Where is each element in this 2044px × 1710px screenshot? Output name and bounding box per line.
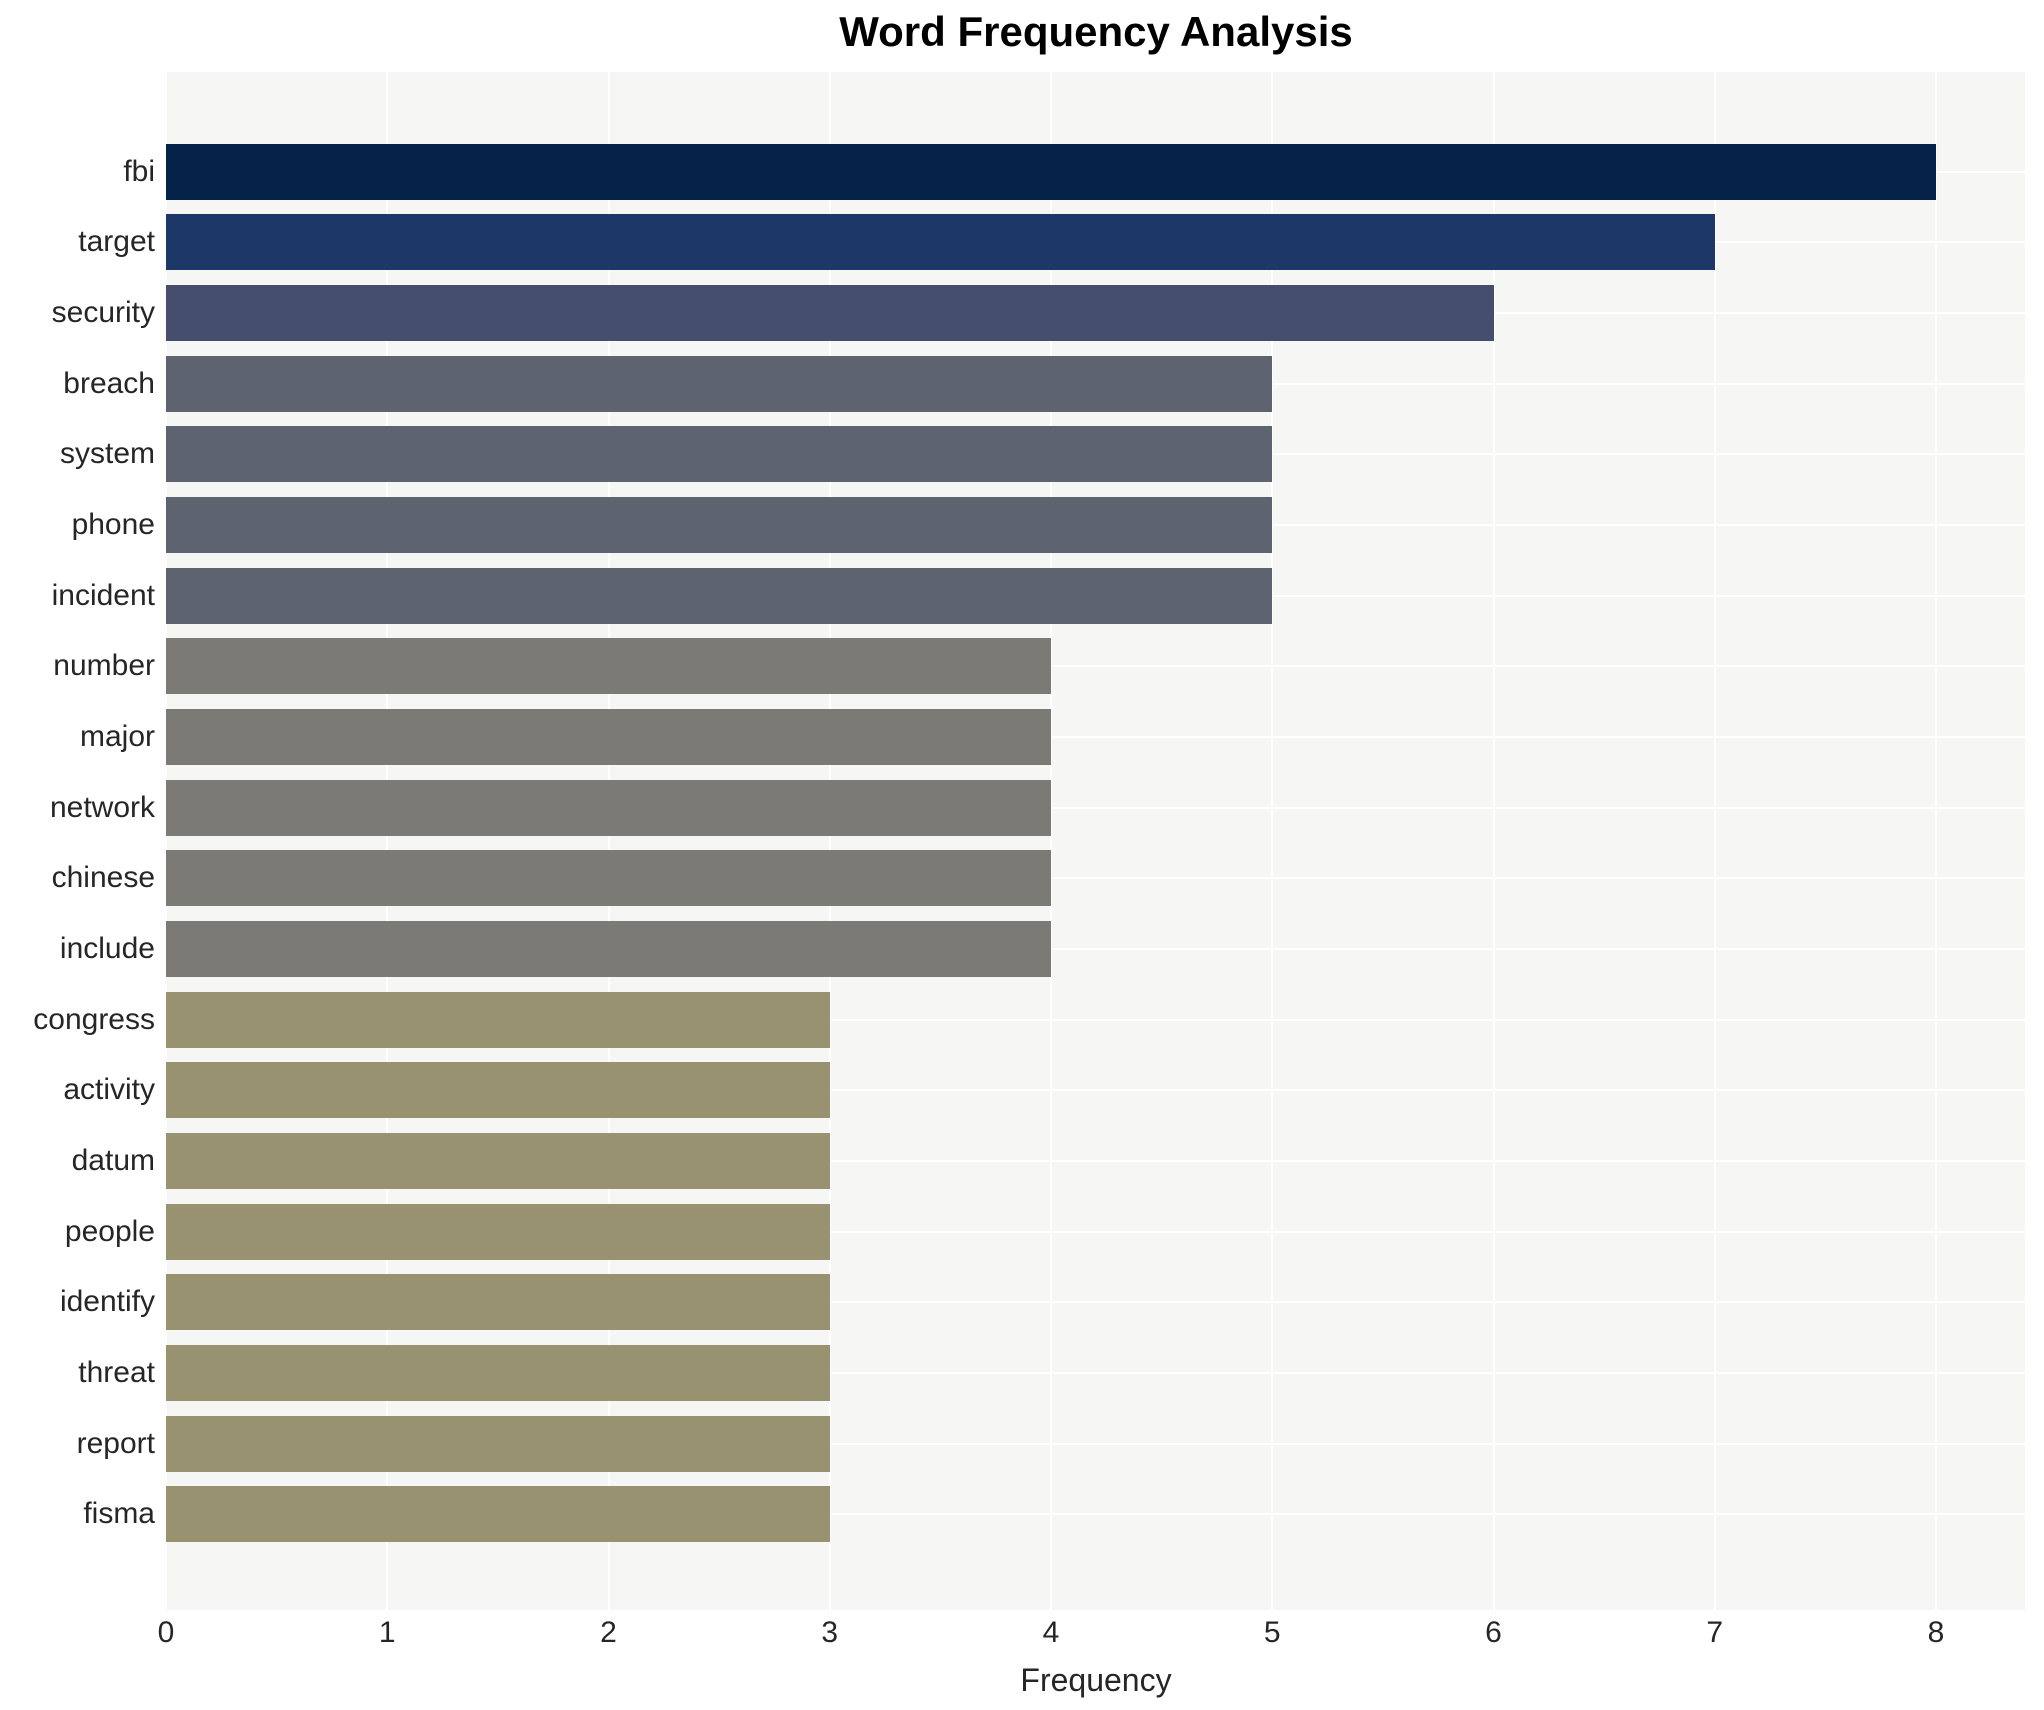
bar-major [166,708,1051,765]
y-tick-label-major: major [79,719,155,753]
x-gridline [386,72,389,1610]
bar-identify [166,1274,830,1331]
y-gridline [166,1160,2025,1163]
bar-datum [166,1133,830,1190]
y-gridline [166,1089,2025,1092]
bar-target [166,214,1715,271]
bar-report [166,1415,830,1472]
bar-system [166,426,1273,483]
x-gridline [828,72,831,1610]
y-tick-label-target: target [78,225,155,259]
y-gridline [166,1230,2025,1233]
x-tick-label-3: 3 [821,1616,839,1649]
y-gridline [166,1372,2025,1375]
bar-phone [166,496,1273,553]
x-gridline [1492,72,1495,1610]
x-gridline [607,72,610,1610]
bar-network [166,779,1051,836]
y-tick-label-datum: datum [71,1144,155,1178]
y-tick-label-chinese: chinese [51,861,155,895]
x-gridline [1050,72,1052,1610]
y-gridline [166,806,2025,809]
bar-activity [166,1062,830,1119]
bar-breach [166,355,1273,412]
y-tick-label-identify: identify [59,1285,155,1319]
y-tick-label-number: number [53,649,155,683]
x-tick-label-7: 7 [1706,1616,1724,1649]
x-tick-label-8: 8 [1927,1616,1945,1649]
bar-chinese [166,850,1051,907]
chart-title: Word Frequency Analysis [839,8,1353,55]
bar-fisma [166,1486,830,1543]
y-tick-label-network: network [49,790,155,824]
y-gridline [166,877,2025,880]
x-tick-label-4: 4 [1042,1616,1060,1649]
y-gridline [166,1513,2025,1516]
x-gridline [1271,72,1274,1610]
bar-incident [166,567,1273,624]
x-tick-label-2: 2 [600,1616,617,1649]
bar-fbi [166,143,1936,200]
x-gridline [166,72,167,1610]
y-tick-label-security: security [51,295,155,329]
y-gridline [166,1301,2025,1304]
y-tick-label-people: people [64,1214,155,1248]
x-axis-title: Frequency [1020,1662,1172,1698]
x-gridline [1935,72,1937,1610]
bar-congress [166,991,830,1048]
x-tick-label-6: 6 [1485,1616,1502,1649]
y-tick-label-include: include [59,931,155,965]
x-gridline [1713,72,1716,1610]
x-tick-label-5: 5 [1263,1616,1281,1649]
y-tick-label-phone: phone [71,507,155,541]
bar-number [166,638,1051,695]
bar-security [166,284,1494,341]
x-tick-label-1: 1 [378,1616,396,1649]
y-gridline [166,1018,2025,1021]
y-gridline [166,665,2025,668]
y-tick-label-fisma: fisma [83,1497,155,1531]
y-tick-label-threat: threat [78,1356,155,1390]
y-tick-label-congress: congress [33,1002,155,1036]
x-tick-label-0: 0 [157,1616,175,1649]
bar-include [166,920,1051,977]
y-tick-label-breach: breach [63,366,155,400]
y-gridline [166,735,2025,738]
bar-people [166,1203,830,1260]
y-tick-label-fbi: fbi [123,154,155,188]
y-gridline [166,947,2025,950]
y-tick-label-report: report [76,1426,155,1460]
y-tick-label-incident: incident [51,578,155,612]
plot-area [166,72,2025,1610]
y-tick-label-activity: activity [63,1073,155,1107]
y-gridline [166,1442,2025,1445]
y-tick-label-system: system [59,437,155,471]
bar-threat [166,1345,830,1402]
